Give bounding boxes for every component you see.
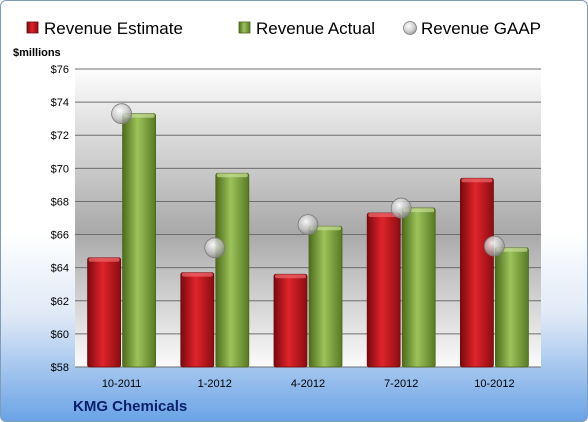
- bar-highlight: [88, 257, 120, 262]
- bar-revenue-estimate: [366, 212, 401, 368]
- bar-highlight: [275, 274, 306, 279]
- bar-highlight: [461, 178, 493, 183]
- y-tick-label: $64: [51, 263, 69, 275]
- legend-swatch: [238, 21, 251, 34]
- x-tick-label: 10-2011: [102, 378, 142, 390]
- legend-swatch: [403, 21, 417, 35]
- gaap-point: [111, 103, 132, 125]
- y-tick-label: $76: [51, 64, 69, 76]
- legend: Revenue Estimate Revenue Actual Revenue GA…: [26, 19, 541, 38]
- legend-label: Revenue Estimate: [44, 19, 183, 38]
- bar-revenue-actual: [494, 247, 529, 368]
- x-tick-label: 10-2012: [474, 378, 514, 390]
- bars: [87, 113, 529, 368]
- bar-revenue-actual: [215, 172, 250, 368]
- gaap-point: [297, 214, 319, 236]
- y-tick-label: $68: [51, 196, 69, 208]
- bar-revenue-actual: [308, 225, 343, 368]
- x-tick-label: 1-2012: [198, 378, 232, 390]
- bar-revenue-estimate: [87, 257, 121, 368]
- y-tick-label: $58: [51, 362, 69, 374]
- bar-highlight: [216, 173, 248, 178]
- y-tick-label: $66: [51, 230, 69, 242]
- y-tick-label: $60: [51, 329, 69, 341]
- x-tick-label: 7-2012: [384, 378, 418, 390]
- gaap-point: [483, 235, 505, 257]
- legend-label: Revenue GAAP: [421, 19, 541, 38]
- legend-swatch: [26, 21, 39, 34]
- bar-highlight: [368, 213, 400, 218]
- gaap-markers: [111, 103, 505, 259]
- y-tick-label: $70: [51, 163, 69, 175]
- bar-revenue-estimate: [459, 177, 494, 368]
- x-axis-ticks: 10-2011 1-2012 4-2012 7-2012 10-2012: [102, 378, 515, 390]
- y-tick-label: $72: [51, 130, 69, 142]
- chart-title: KMG Chemicals: [73, 398, 188, 415]
- gaap-point: [390, 197, 412, 219]
- x-tick-label: 4-2012: [291, 378, 325, 390]
- bar-highlight: [181, 272, 213, 277]
- y-axis-label: $millions: [13, 47, 61, 59]
- y-axis-ticks: $58 $60 $62 $64 $66 $68 $70 $72 $74 $76: [51, 64, 69, 374]
- gaap-point: [204, 237, 226, 259]
- bar-revenue-actual: [122, 113, 156, 368]
- bar-revenue-estimate: [273, 273, 308, 368]
- legend-label: Revenue Actual: [256, 19, 375, 38]
- y-tick-label: $74: [51, 97, 69, 109]
- bar-revenue-estimate: [180, 272, 215, 368]
- bar-revenue-actual: [401, 207, 436, 368]
- y-tick-label: $62: [51, 296, 69, 308]
